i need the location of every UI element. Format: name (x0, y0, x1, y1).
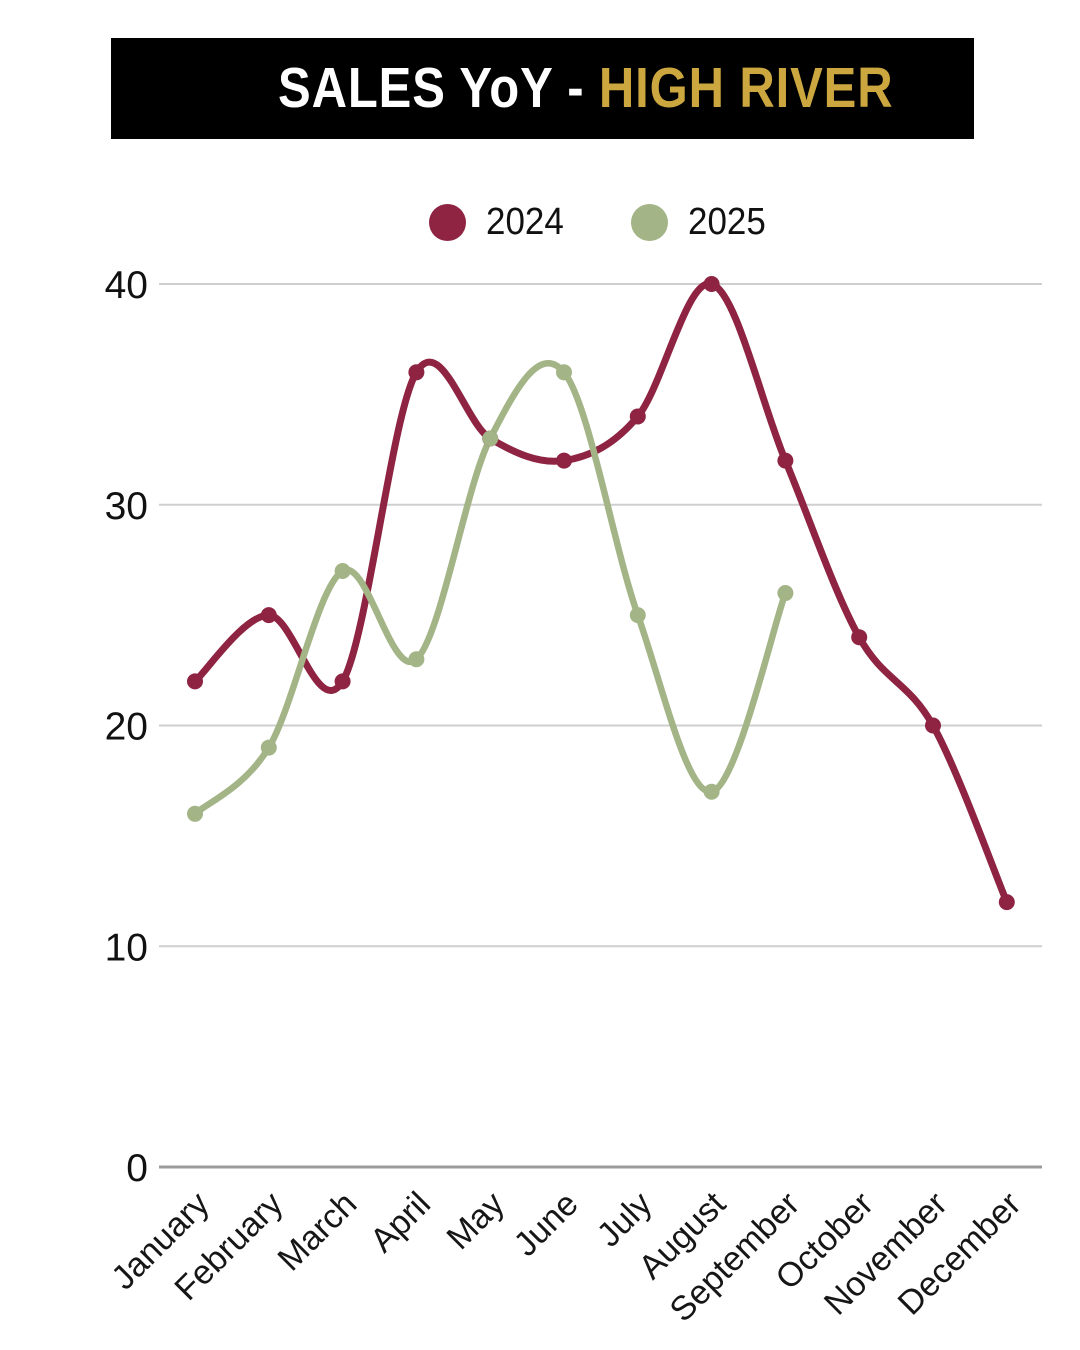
series-line-2025 (191, 360, 789, 818)
title-text-accent: HIGH RIVER (599, 56, 894, 120)
legend-swatch-2024 (428, 203, 466, 241)
legend-item-2024: 2024 (428, 201, 571, 243)
data-point-2025-May (482, 430, 499, 447)
data-point-2024-November (925, 717, 941, 734)
x-tick-label: March (271, 1185, 365, 1279)
series-line-2024 (191, 280, 1011, 906)
data-point-2024-December (998, 894, 1015, 911)
data-point-2024-February (260, 607, 277, 624)
y-tick-label: 10 (105, 926, 148, 969)
legend-label-2025: 2025 (687, 201, 766, 243)
legend-item-2025: 2025 (630, 201, 773, 243)
legend-swatch-2025 (630, 203, 668, 241)
y-tick-label: 40 (105, 264, 148, 307)
y-tick-label: 0 (126, 1147, 148, 1190)
data-point-2025-September (777, 585, 794, 602)
data-point-2025-August (703, 783, 720, 800)
data-point-2024-October (851, 629, 868, 646)
data-point-2025-July (629, 607, 646, 624)
data-point-2024-July (629, 408, 646, 425)
data-point-2024-March (334, 673, 351, 690)
data-point-2025-April (408, 651, 425, 668)
title-banner: SALES YoY - HIGH RIVER (111, 38, 974, 139)
data-point-2025-February (260, 739, 277, 756)
x-tick-label: June (507, 1185, 586, 1264)
legend-label-2024: 2024 (485, 201, 564, 243)
data-point-2024-September (777, 452, 794, 469)
x-tick-label: May (440, 1185, 512, 1257)
x-tick-label: April (363, 1185, 438, 1260)
y-tick-label: 20 (105, 706, 148, 749)
data-point-2024-June (556, 452, 572, 469)
data-point-2024-January (187, 673, 203, 690)
legend: 2024 2025 (159, 198, 1042, 246)
data-point-2025-March (334, 562, 351, 579)
title-text-primary: SALES YoY - (278, 56, 600, 120)
y-tick-label: 30 (105, 485, 148, 528)
page-title: SALES YoY - HIGH RIVER (191, 3, 893, 174)
data-point-2024-August (703, 276, 720, 292)
data-point-2025-January (187, 805, 203, 822)
data-point-2024-April (408, 364, 425, 381)
data-point-2025-June (556, 364, 572, 381)
